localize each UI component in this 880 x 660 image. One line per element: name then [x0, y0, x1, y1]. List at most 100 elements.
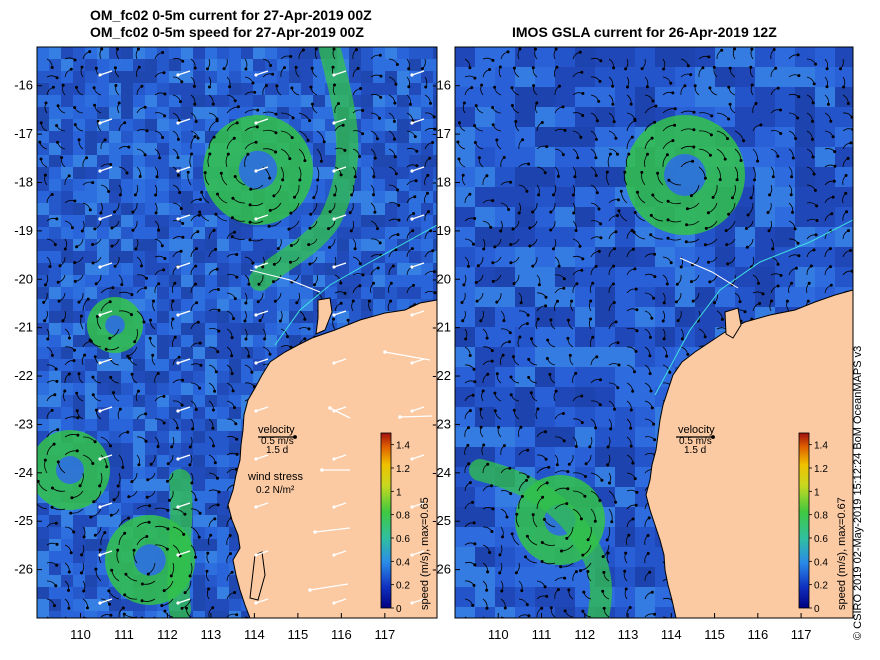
current-arrow-head	[811, 101, 815, 105]
current-arrow-head	[235, 452, 239, 456]
current-arrow-head	[313, 283, 316, 287]
colorbar-tick-label: 1.2	[814, 464, 828, 475]
current-arrow-head	[75, 409, 79, 413]
wind-stress-arrow	[411, 502, 425, 508]
current-arrow-head	[649, 233, 653, 237]
current-arrow-head	[653, 612, 657, 616]
wind-stress-arrow	[255, 310, 269, 316]
current-arrow-head	[580, 70, 584, 74]
current-arrow-head	[162, 394, 166, 398]
current-arrow-head	[351, 299, 355, 303]
current-arrow-head	[230, 570, 234, 574]
current-arrow-head	[526, 448, 530, 452]
current-arrow-head	[648, 372, 652, 376]
current-arrow-head	[171, 299, 175, 303]
current-arrow-head	[191, 427, 195, 431]
current-arrow-head	[198, 511, 202, 515]
current-arrow-head	[634, 349, 638, 353]
current-arrow-head	[631, 247, 635, 251]
longitude-tick-label: 115	[704, 627, 725, 642]
wind-stress-arrow	[99, 502, 113, 508]
wind-stress-arrow	[411, 118, 425, 124]
current-arrow-head	[645, 85, 649, 89]
current-arrow-head	[269, 64, 273, 67]
current-arrow-head	[562, 277, 566, 281]
current-arrow-head	[591, 335, 595, 339]
current-arrow-head	[431, 249, 435, 253]
current-arrow-head	[343, 291, 347, 295]
longitude-tick-label: 117	[791, 627, 812, 642]
current-arrow-head	[512, 66, 516, 70]
current-arrow-head	[627, 152, 631, 156]
current-arrow-head	[776, 154, 780, 158]
current-arrow	[662, 616, 669, 618]
wind-stress-arrow	[411, 454, 425, 460]
longitude-tick-label: 115	[288, 627, 309, 642]
current-arrow-head	[55, 542, 59, 546]
current-arrow-head	[356, 66, 360, 70]
current-arrow-head	[776, 86, 780, 90]
current-arrow-head	[753, 178, 756, 182]
current-arrow-head	[341, 123, 345, 127]
current-arrow-head	[73, 106, 77, 109]
current-arrow-head	[149, 462, 153, 466]
wind-stress-arrow	[99, 310, 113, 316]
current-arrow-head	[286, 335, 289, 339]
current-arrow	[46, 616, 50, 618]
current-arrow-head	[103, 531, 107, 535]
current-arrow-head	[214, 247, 218, 251]
current-arrow-head	[470, 623, 473, 626]
current-arrow-head	[294, 65, 298, 69]
current-arrow-head	[72, 359, 76, 363]
current-arrow-head	[754, 102, 758, 105]
current-arrow-head	[67, 336, 71, 340]
current-arrow-head	[359, 87, 363, 90]
current-arrow-head	[846, 156, 850, 160]
current-arrow-head	[247, 354, 251, 358]
current-arrow-head	[55, 563, 59, 567]
current-arrow-head	[661, 319, 665, 323]
current-arrow-head	[462, 101, 466, 105]
current-arrow-head	[414, 179, 418, 183]
colorbar-title: speed (m/s), max=0.67	[836, 497, 848, 610]
current-arrow-head	[598, 79, 602, 83]
current-arrow-head	[468, 66, 472, 70]
current-arrow-head	[536, 317, 540, 321]
current-arrow-head	[473, 141, 477, 144]
current-arrow-head	[559, 565, 563, 569]
current-arrow-head	[76, 416, 80, 420]
current-arrow-head	[145, 495, 149, 499]
current-arrow-head	[433, 291, 437, 295]
current-arrow-head	[532, 84, 536, 88]
current-arrow-head	[526, 313, 530, 317]
current-arrow-head	[433, 127, 437, 131]
current-arrow-head	[190, 481, 194, 485]
current-arrow-head	[471, 603, 475, 607]
current-arrow-head	[103, 138, 107, 142]
wind-stress-arrow	[399, 415, 433, 418]
current-arrow-head	[743, 310, 747, 314]
current-arrow-head	[67, 588, 70, 592]
current-arrow-head	[116, 484, 120, 488]
current-arrow-head	[53, 243, 57, 247]
current-arrow-head	[152, 299, 155, 303]
current-arrow-head	[145, 276, 148, 280]
current-arrow-head	[845, 210, 849, 214]
current-arrow-head	[749, 196, 753, 200]
current-arrow-head	[757, 281, 760, 285]
current-arrow-head	[758, 302, 762, 305]
current-jet	[167, 469, 193, 618]
current-arrow-head	[228, 534, 232, 537]
current-arrow-head	[616, 386, 620, 390]
current-arrow-head	[525, 478, 528, 482]
current-arrow-head	[73, 199, 77, 203]
wind-stress-arrow	[177, 406, 191, 412]
current-arrow-head	[293, 195, 296, 199]
current-arrow-head	[185, 606, 188, 610]
current-arrow-head	[691, 299, 695, 303]
current-arrow-head	[163, 609, 167, 613]
current-arrow-head	[233, 175, 237, 178]
current-arrow-head	[389, 281, 393, 285]
current-arrow-head	[485, 606, 489, 610]
current-arrow-head	[653, 275, 657, 279]
